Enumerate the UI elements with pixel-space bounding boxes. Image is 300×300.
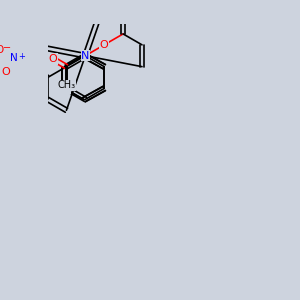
Text: +: +	[18, 52, 25, 61]
Text: O: O	[1, 67, 10, 77]
Text: O: O	[49, 54, 58, 64]
Text: −: −	[3, 43, 11, 53]
Text: N: N	[62, 83, 70, 94]
Text: O: O	[0, 45, 4, 55]
Text: CH₃: CH₃	[57, 80, 76, 90]
Text: O: O	[100, 40, 109, 50]
Text: N: N	[81, 51, 89, 61]
Text: N: N	[10, 53, 17, 63]
